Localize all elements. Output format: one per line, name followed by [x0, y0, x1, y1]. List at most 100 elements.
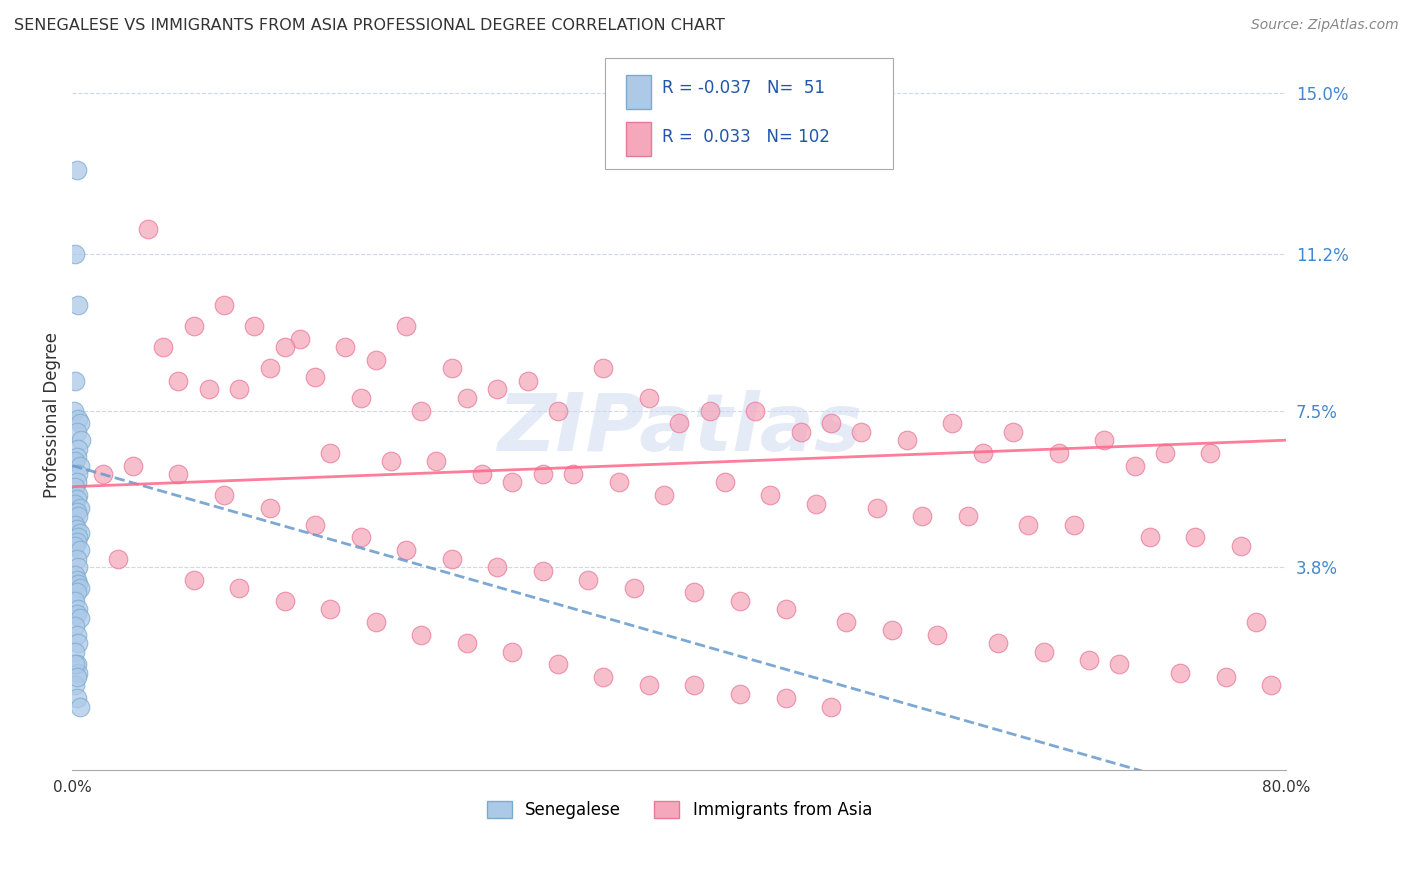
Point — [425, 454, 447, 468]
Point — [288, 332, 311, 346]
Point — [1017, 517, 1039, 532]
Point — [183, 318, 205, 333]
Point — [259, 500, 281, 515]
Point — [349, 391, 371, 405]
Point — [440, 551, 463, 566]
Point — [775, 602, 797, 616]
Point — [411, 403, 433, 417]
Point — [66, 551, 89, 566]
Point — [66, 534, 89, 549]
Point — [107, 551, 129, 566]
Point — [69, 458, 91, 473]
Point — [531, 467, 554, 481]
Point — [273, 340, 295, 354]
Point — [65, 644, 87, 658]
Point — [987, 636, 1010, 650]
Point — [65, 678, 87, 692]
Point — [1047, 446, 1070, 460]
Point — [65, 480, 87, 494]
Point — [547, 403, 569, 417]
Point — [65, 454, 87, 468]
Point — [152, 340, 174, 354]
Point — [69, 581, 91, 595]
Point — [471, 467, 494, 481]
Point — [835, 615, 858, 629]
Point — [1260, 678, 1282, 692]
Point — [228, 383, 250, 397]
Point — [66, 657, 89, 672]
Point — [66, 607, 89, 621]
Point — [714, 475, 737, 490]
Point — [820, 699, 842, 714]
Point — [65, 497, 87, 511]
Point — [67, 442, 90, 456]
Point — [65, 619, 87, 633]
Point — [592, 361, 614, 376]
Point — [576, 573, 599, 587]
Text: SENEGALESE VS IMMIGRANTS FROM ASIA PROFESSIONAL DEGREE CORRELATION CHART: SENEGALESE VS IMMIGRANTS FROM ASIA PROFE… — [14, 18, 725, 33]
Point — [70, 433, 93, 447]
Point — [228, 581, 250, 595]
Point — [623, 581, 645, 595]
Point — [67, 509, 90, 524]
Text: Source: ZipAtlas.com: Source: ZipAtlas.com — [1251, 18, 1399, 32]
Point — [956, 509, 979, 524]
Point — [728, 594, 751, 608]
Point — [65, 657, 87, 672]
Point — [69, 500, 91, 515]
Point — [638, 678, 661, 692]
Point — [759, 488, 782, 502]
Point — [1123, 458, 1146, 473]
Point — [67, 298, 90, 312]
Point — [456, 391, 478, 405]
Point — [67, 577, 90, 591]
Point — [1215, 670, 1237, 684]
Point — [66, 670, 89, 684]
Point — [65, 539, 87, 553]
Point — [198, 383, 221, 397]
Point — [65, 374, 87, 388]
Point — [927, 628, 949, 642]
Legend: Senegalese, Immigrants from Asia: Senegalese, Immigrants from Asia — [479, 794, 879, 826]
Point — [364, 615, 387, 629]
Point — [66, 162, 89, 177]
Point — [820, 417, 842, 431]
Point — [1154, 446, 1177, 460]
Point — [683, 678, 706, 692]
Text: ZIPatlas: ZIPatlas — [496, 390, 862, 468]
Point — [62, 403, 84, 417]
Point — [668, 417, 690, 431]
Point — [304, 369, 326, 384]
Point — [364, 352, 387, 367]
Point — [259, 361, 281, 376]
Point — [896, 433, 918, 447]
Point — [911, 509, 934, 524]
Point — [516, 374, 538, 388]
Point — [607, 475, 630, 490]
Point — [1063, 517, 1085, 532]
Point — [1244, 615, 1267, 629]
Point — [66, 628, 89, 642]
Point — [319, 602, 342, 616]
Point — [1002, 425, 1025, 439]
Point — [1108, 657, 1130, 672]
Point — [395, 543, 418, 558]
Point — [728, 687, 751, 701]
Point — [1230, 539, 1253, 553]
Point — [411, 628, 433, 642]
Point — [804, 497, 827, 511]
Point — [547, 657, 569, 672]
Point — [1078, 653, 1101, 667]
Point — [592, 670, 614, 684]
Point — [1168, 665, 1191, 680]
Point — [456, 636, 478, 650]
Point — [562, 467, 585, 481]
Point — [212, 298, 235, 312]
Point — [304, 517, 326, 532]
Point — [486, 560, 509, 574]
Point — [941, 417, 963, 431]
Point — [66, 585, 89, 599]
Point — [66, 475, 89, 490]
Point — [349, 530, 371, 544]
Point — [65, 568, 87, 582]
